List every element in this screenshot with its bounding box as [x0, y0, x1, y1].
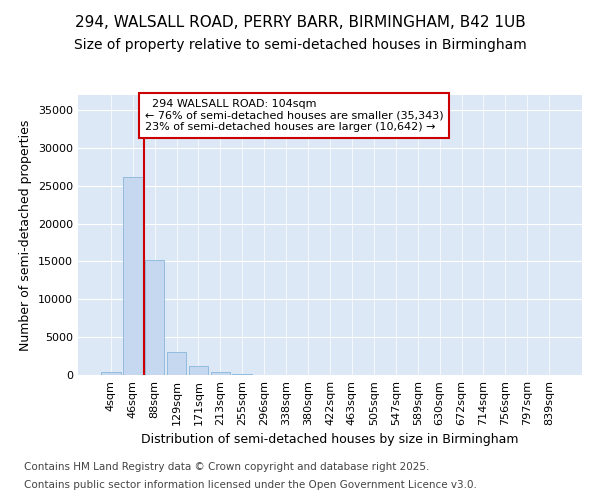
Bar — [232, 374, 252, 375]
Bar — [123, 178, 143, 375]
X-axis label: Distribution of semi-detached houses by size in Birmingham: Distribution of semi-detached houses by … — [141, 434, 519, 446]
Bar — [167, 352, 187, 375]
Text: Contains HM Land Registry data © Crown copyright and database right 2025.: Contains HM Land Registry data © Crown c… — [24, 462, 430, 472]
Y-axis label: Number of semi-detached properties: Number of semi-detached properties — [19, 120, 32, 350]
Bar — [101, 372, 121, 375]
Bar — [211, 372, 230, 375]
Text: 294 WALSALL ROAD: 104sqm
← 76% of semi-detached houses are smaller (35,343)
23% : 294 WALSALL ROAD: 104sqm ← 76% of semi-d… — [145, 99, 443, 132]
Bar — [188, 366, 208, 375]
Text: Contains public sector information licensed under the Open Government Licence v3: Contains public sector information licen… — [24, 480, 477, 490]
Text: 294, WALSALL ROAD, PERRY BARR, BIRMINGHAM, B42 1UB: 294, WALSALL ROAD, PERRY BARR, BIRMINGHA… — [74, 15, 526, 30]
Bar — [145, 260, 164, 375]
Text: Size of property relative to semi-detached houses in Birmingham: Size of property relative to semi-detach… — [74, 38, 526, 52]
